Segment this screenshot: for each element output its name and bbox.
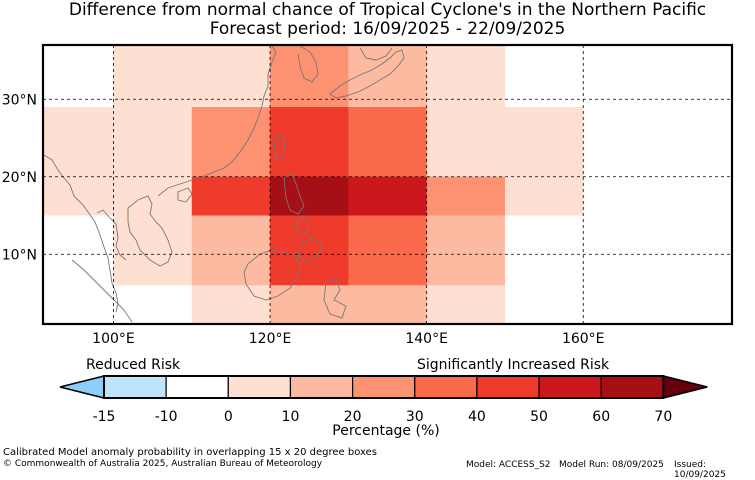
anomaly-cell-13 <box>426 107 506 178</box>
colorbar-tick-label: 20 <box>344 409 362 425</box>
colorbar-tick-label: 10 <box>282 409 300 425</box>
longitude-ticks: 100°E 120°E 140°E 160°E <box>92 331 604 347</box>
anomaly-cell-11 <box>270 107 349 178</box>
anomaly-cell-16 <box>43 176 114 216</box>
anomaly-cell-9 <box>113 107 193 178</box>
colorbar-tick-label: -15 <box>93 409 116 425</box>
coastline-taiwan <box>273 133 286 161</box>
footer-copyright: © Commonwealth of Australia 2025, Austra… <box>3 459 323 469</box>
colorbar-tick-label: 0 <box>224 409 233 425</box>
coastline-borneo <box>243 249 301 301</box>
lat-tick-label: 20°N <box>2 170 37 186</box>
coastline-sumatra <box>71 259 133 323</box>
anomaly-cell-17 <box>113 176 193 216</box>
coastline-japan <box>329 47 405 99</box>
anomaly-cell-6 <box>504 45 584 108</box>
colorbar-tick-label: 30 <box>406 409 424 425</box>
anomaly-cell-10 <box>191 107 271 178</box>
anomaly-cell-18 <box>191 176 271 216</box>
map-frame <box>41 43 734 326</box>
lat-tick-label: 10°N <box>2 247 37 263</box>
anomaly-cell-3 <box>270 45 349 108</box>
colorbar-outline <box>103 375 665 399</box>
lon-tick-label: 140°E <box>405 331 448 347</box>
anomaly-cell-20 <box>348 176 428 216</box>
coastline-china <box>157 45 277 197</box>
anomaly-cell-25 <box>43 215 114 286</box>
anomaly-cell-21 <box>426 176 506 216</box>
lon-tick-label: 120°E <box>249 331 292 347</box>
coastlines <box>43 45 405 323</box>
anomaly-cell-8 <box>43 107 114 178</box>
anomaly-cell-4 <box>348 45 428 108</box>
lon-tick-label: 160°E <box>562 331 605 347</box>
anomaly-cell-26 <box>113 215 193 286</box>
anomaly-cell-36 <box>426 285 506 325</box>
colorbar-bin-1 <box>165 375 229 399</box>
anomaly-cell-27 <box>191 215 271 286</box>
anomaly-cell-2 <box>191 45 271 108</box>
colorbar-bin-6 <box>476 375 540 399</box>
anomaly-cell-37 <box>504 285 733 325</box>
anomaly-cells <box>43 45 733 325</box>
colorbar-bin-2 <box>227 375 292 399</box>
anomaly-cell-22 <box>504 176 584 216</box>
lon-tick-label: 100°E <box>92 331 135 347</box>
colorbar <box>59 375 708 399</box>
anomaly-cell-35 <box>270 285 428 325</box>
anomaly-cell-23 <box>583 176 663 216</box>
colorbar-tick-label: 50 <box>530 409 548 425</box>
footer-issued: Issued: 10/09/2025 <box>674 460 726 480</box>
increased-risk-label: Significantly Increased Risk <box>417 357 610 373</box>
coastline-philippines <box>283 173 323 263</box>
lat-tick-label: 30°N <box>2 92 37 108</box>
anomaly-cell-14 <box>504 107 584 178</box>
coastline-hainan <box>177 187 193 203</box>
anomaly-cell-0 <box>43 45 114 108</box>
anomaly-cell-12 <box>348 107 428 178</box>
colorbar-under-arrow <box>59 375 105 399</box>
footer-description: Calibrated Model anomaly probability in … <box>3 447 378 458</box>
colorbar-bin-0 <box>103 375 167 399</box>
colorbar-xlabel: Percentage (%) <box>332 423 439 439</box>
colorbar-tick-label: -10 <box>155 409 178 425</box>
colorbar-tick-label: 40 <box>468 409 486 425</box>
anomaly-cell-29 <box>348 215 428 286</box>
colorbar-ticks: -15 -10 0 10 20 30 40 50 60 70 <box>93 409 673 425</box>
colorbar-over-arrow <box>662 375 708 399</box>
map-title: Difference from normal chance of Tropica… <box>68 0 707 20</box>
colorbar-bin-3 <box>289 375 354 399</box>
anomaly-cell-34 <box>191 285 271 325</box>
anomaly-cell-30 <box>426 215 506 286</box>
coastline-korea <box>297 45 319 83</box>
colorbar-tick-label: 70 <box>654 409 672 425</box>
anomaly-cell-28 <box>270 215 349 286</box>
graticule <box>43 45 732 324</box>
reduced-risk-label: Reduced Risk <box>86 357 181 373</box>
colorbar-bin-7 <box>538 375 602 399</box>
tc-risk-map: 100°E 120°E 140°E 160°E 30°N 20°N 10°N -15 -10… <box>2 43 734 439</box>
anomaly-cell-19 <box>270 176 349 216</box>
colorbar-bin-5 <box>414 375 478 399</box>
colorbar-tick-label: 60 <box>592 409 610 425</box>
colorbar-bin-4 <box>352 375 416 399</box>
forecast-period: Forecast period: 16/09/2025 - 22/09/2025 <box>209 19 566 39</box>
colorbar-bin-8 <box>600 375 664 399</box>
footer-model: Model: ACCESS_S2 <box>466 460 551 470</box>
latitude-ticks: 30°N 20°N 10°N <box>2 92 37 263</box>
anomaly-cell-15 <box>583 107 733 178</box>
footer-model-run: Model Run: 08/09/2025 <box>559 460 664 470</box>
anomaly-cell-5 <box>426 45 506 108</box>
anomaly-cell-1 <box>113 45 193 108</box>
coastline-sulawesi <box>323 279 347 319</box>
anomaly-cell-24 <box>661 176 733 216</box>
anomaly-cell-7 <box>583 45 733 108</box>
anomaly-cell-31 <box>504 215 584 286</box>
anomaly-cell-32 <box>583 215 733 286</box>
